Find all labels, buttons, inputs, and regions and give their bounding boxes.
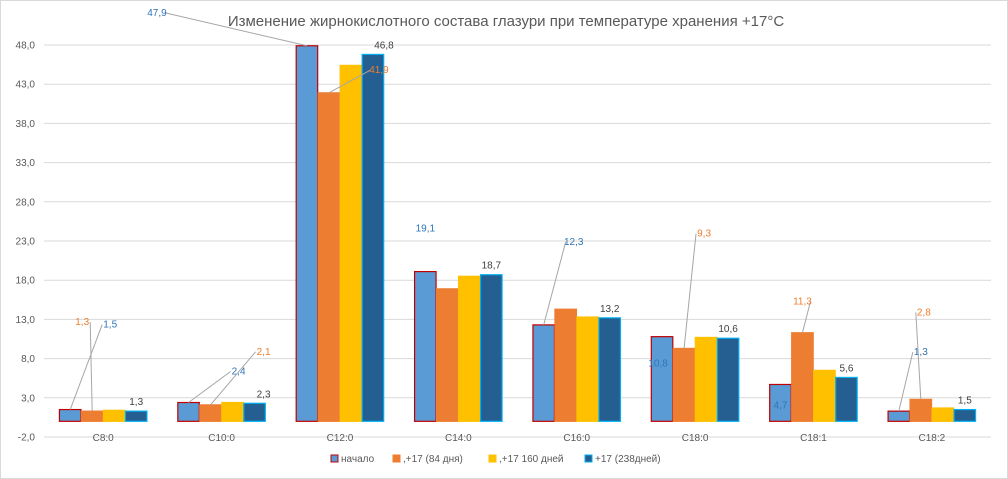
label-leader-line (210, 351, 256, 406)
x-tick-label: C14:0 (445, 433, 472, 444)
legend-label: +17 (238дней) (595, 454, 661, 465)
y-tick-label: 3,0 (21, 393, 35, 404)
data-label: 1,3 (914, 347, 928, 358)
label-leader-line (915, 312, 922, 400)
bar (791, 332, 814, 422)
bar (835, 376, 858, 422)
data-label: 5,6 (839, 363, 853, 374)
y-axis: -2,0 3,0 8,0 13,0 18,0 23,0 28,0 33,0 38,0 43,0 48… (16, 41, 36, 444)
y-tick-label: 28,0 (16, 197, 36, 208)
data-label: 2,1 (257, 347, 271, 358)
y-tick-label: 38,0 (16, 119, 36, 130)
bars (58, 45, 977, 422)
bar (361, 53, 385, 422)
x-tick-label: C10:0 (208, 433, 235, 444)
x-tick-label: C18:2 (918, 433, 945, 444)
y-tick-label: -2,0 (18, 433, 36, 444)
label-leader-line (801, 301, 811, 333)
data-label: 2,8 (917, 307, 931, 318)
data-label: 13,2 (600, 304, 620, 315)
bar (339, 64, 363, 422)
bar (221, 401, 244, 422)
bar (953, 408, 977, 422)
data-label: 1,3 (75, 317, 89, 328)
y-tick-label: 48,0 (16, 41, 36, 52)
bar (317, 92, 341, 422)
data-label: 11,3 (793, 297, 812, 308)
bar (694, 336, 718, 422)
data-label: 10,6 (718, 324, 738, 335)
label-leader-line (683, 233, 697, 349)
legend-swatch (488, 454, 497, 463)
data-label: 18,7 (482, 261, 502, 272)
y-tick-label: 8,0 (21, 354, 35, 365)
bar (716, 337, 740, 422)
bar (457, 275, 481, 422)
bar (124, 410, 148, 422)
legend-swatch (392, 454, 401, 463)
label-leader-line (164, 12, 308, 47)
data-label: 9,3 (697, 228, 711, 239)
bar (243, 402, 266, 422)
y-tick-label: 13,0 (16, 315, 36, 326)
label-leader-line (328, 69, 372, 94)
bar (532, 324, 556, 422)
bar (102, 409, 126, 422)
data-label: 4,7 (773, 400, 787, 411)
bar (479, 274, 503, 422)
legend-label: ,+17 (84 дня) (403, 454, 463, 465)
data-label: 12,3 (564, 237, 584, 248)
y-tick-label: 23,0 (16, 237, 36, 248)
gridlines (44, 44, 991, 438)
bar (295, 45, 319, 422)
x-tick-label: C16:0 (563, 433, 590, 444)
x-tick-label: C18:0 (682, 433, 709, 444)
label-leader-line (69, 324, 103, 410)
x-tick-label: C18:1 (800, 433, 827, 444)
y-tick-label: 18,0 (16, 276, 36, 287)
data-label: 1,3 (129, 397, 143, 408)
legend-swatch (330, 454, 339, 463)
y-tick-label: 33,0 (16, 158, 36, 169)
bar (598, 317, 622, 422)
data-label: 46,8 (374, 40, 394, 51)
legend-label: начало (341, 454, 375, 465)
data-label: 1,5 (958, 396, 972, 407)
x-axis: C8:0 C10:0 C12:0 C14:0 C16:0 C18:0 C18:1 C18:2 (93, 433, 946, 444)
label-leader-line (543, 241, 567, 326)
label-leader-line (89, 322, 93, 412)
data-label: 2,3 (257, 389, 271, 400)
legend: начало ,+17 (84 дня) ,+17 160 дней +17 (238… (330, 454, 661, 465)
bar (887, 410, 911, 422)
bar (413, 270, 437, 422)
legend-label: ,+17 160 дней (499, 454, 564, 465)
bar (650, 336, 674, 422)
bar (435, 288, 459, 422)
data-label: 19,1 (416, 224, 436, 235)
bar (177, 401, 200, 422)
data-label: 1,5 (103, 320, 117, 331)
data-labels: 1,52,447,919,112,310,84,71,31,32,141,99,… (69, 8, 972, 412)
y-tick-label: 43,0 (16, 80, 36, 91)
bar (672, 347, 696, 422)
data-label: 41,9 (369, 65, 389, 76)
legend-swatch (584, 454, 593, 463)
bar (58, 408, 82, 422)
x-tick-label: C8:0 (93, 433, 115, 444)
label-leader-line (898, 352, 914, 412)
bar (80, 410, 104, 422)
bar (909, 398, 933, 422)
x-tick-label: C12:0 (327, 433, 354, 444)
bar (576, 316, 600, 422)
chart-title: Изменение жирнокислотного состава глазур… (228, 13, 784, 30)
bar (554, 308, 578, 422)
label-leader-line (188, 371, 231, 403)
data-label: 47,9 (147, 8, 167, 19)
bar (813, 369, 836, 422)
data-label: 10,8 (648, 359, 668, 370)
bar (199, 404, 222, 422)
bar (931, 407, 955, 422)
